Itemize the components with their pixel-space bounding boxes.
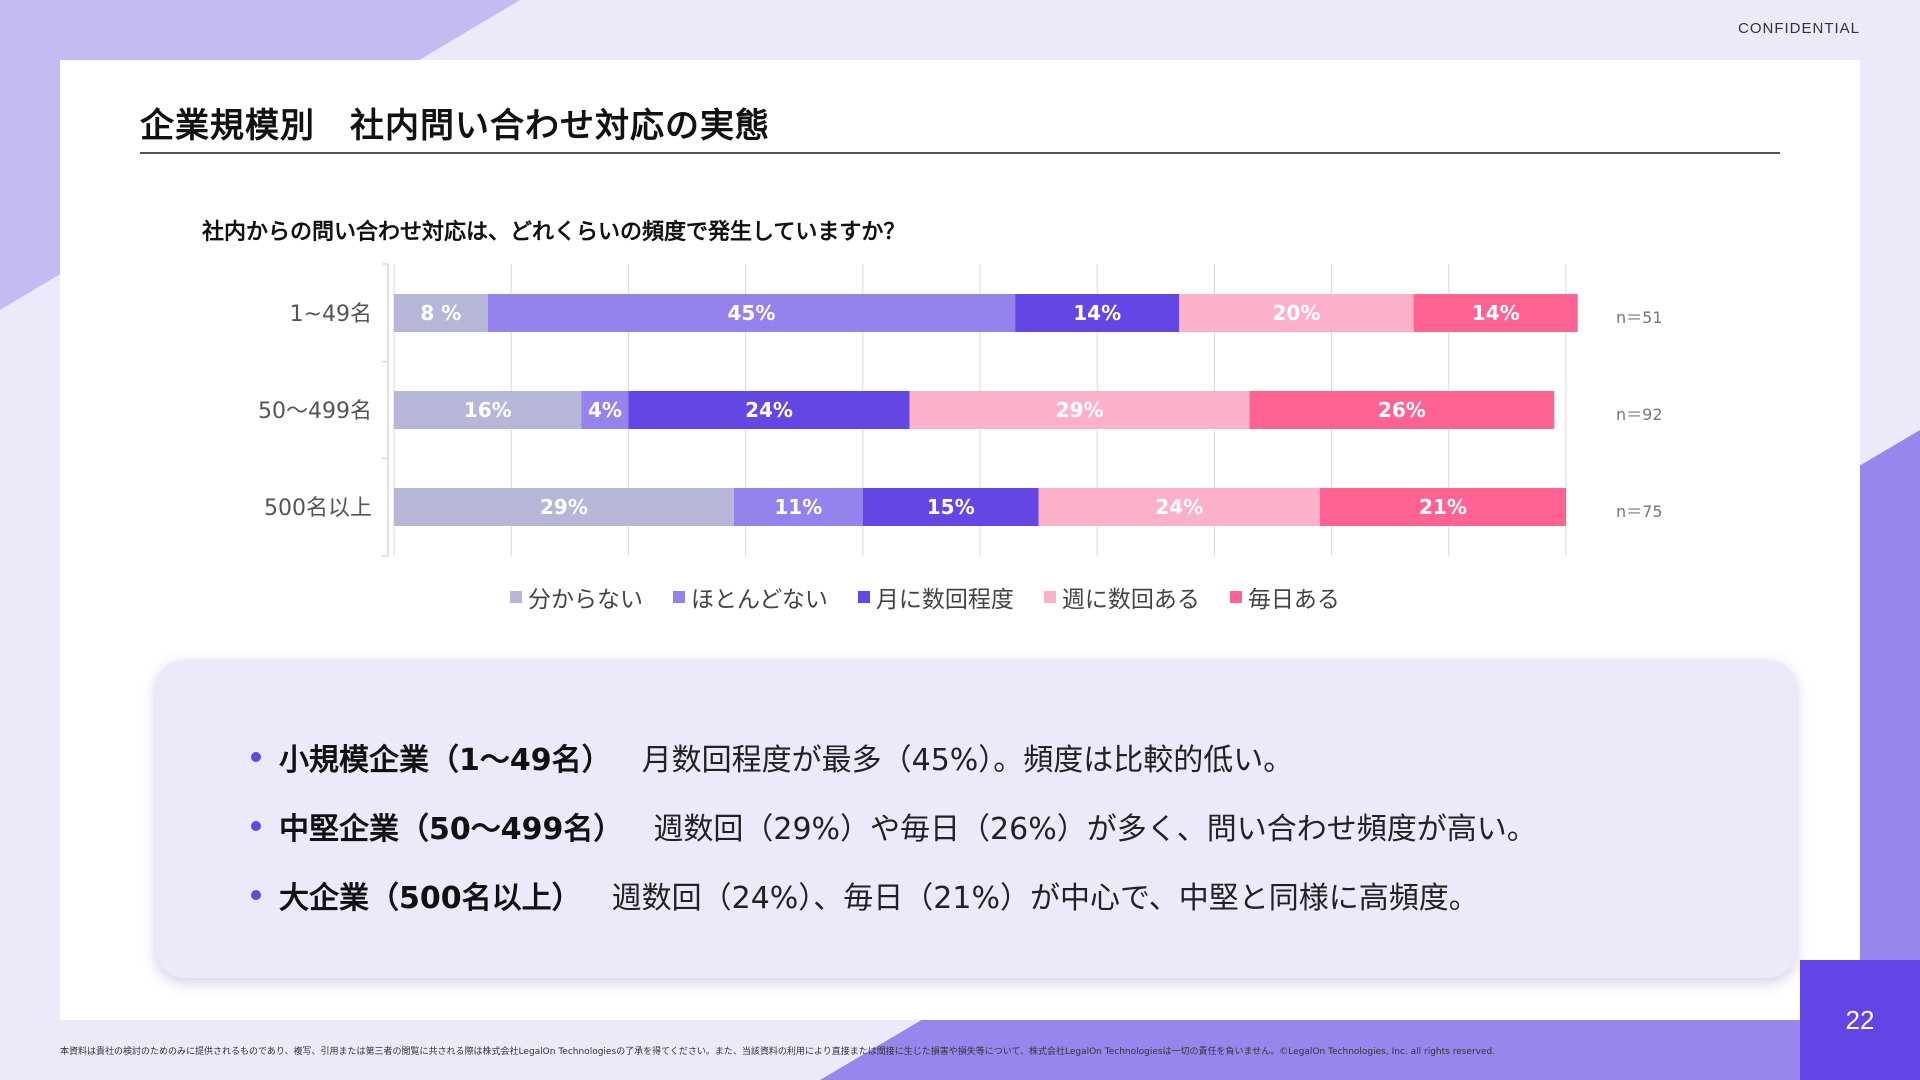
bar-segment: [1179, 294, 1414, 332]
data-label: 4%: [588, 398, 622, 422]
bar-segment: [394, 488, 734, 526]
legend-label: 週に数回ある: [1061, 587, 1200, 613]
bullet-heading: 中堅企業（50～499名）: [279, 811, 624, 847]
summary-bullets: 小規模企業（1～49名） 月数回程度が最多（45%）。頻度は比較的低い。 中堅企…: [251, 722, 1537, 929]
page-number: 22: [1800, 960, 1920, 1080]
legend-item: 毎日ある: [1229, 580, 1340, 614]
bar-segment: [1038, 488, 1320, 526]
legend-item: 週に数回ある: [1043, 580, 1200, 614]
category-label: 500名以上: [264, 496, 372, 521]
data-label: 8 %: [420, 301, 461, 325]
summary-box: 小規模企業（1～49名） 月数回程度が最多（45%）。頻度は比較的低い。 中堅企…: [156, 660, 1796, 978]
data-label: 26%: [1378, 398, 1426, 422]
legend-item: ほとんどない: [673, 580, 828, 614]
sample-size-label: n＝92: [1616, 405, 1663, 424]
bullet-heading: 大企業（500名以上）: [279, 880, 582, 916]
bar-segment: [487, 294, 1016, 332]
bullet-dot-icon: [251, 751, 261, 762]
bullet-dot-icon: [251, 889, 261, 900]
bar-segment: [862, 488, 1039, 526]
data-label: 24%: [745, 398, 793, 422]
data-label: 11%: [774, 495, 822, 519]
legend-label: 分からない: [528, 587, 643, 613]
data-label: 15%: [927, 495, 975, 519]
legend-swatch: [510, 591, 522, 603]
data-label: 45%: [728, 301, 776, 325]
category-label: 50～499名: [258, 399, 372, 424]
data-label: 16%: [464, 398, 512, 422]
sample-size-label: n＝51: [1616, 308, 1663, 327]
survey-question: 社内からの問い合わせ対応は、どれくらいの頻度で発生していますか？: [202, 220, 906, 245]
bar-segment: [581, 391, 629, 429]
data-label: 20%: [1273, 301, 1321, 325]
disclaimer-text: 本資料は貴社の検討のためのみに提供されるものであり、複写、引用または第三者の閲覧…: [60, 1047, 1496, 1057]
bar-segment: [1413, 294, 1578, 332]
summary-bullet: 大企業（500名以上） 週数回（24%）、毎日（21%）が中心で、中堅と同様に高…: [251, 860, 1537, 929]
bar-segment: [1015, 294, 1180, 332]
data-label: 24%: [1155, 495, 1203, 519]
legend-swatch: [1043, 591, 1056, 603]
category-label: 1~49名: [290, 302, 372, 327]
data-label: 29%: [1056, 398, 1104, 422]
confidential-label: CONFIDENTIAL: [1737, 20, 1860, 37]
page-title: 企業規模別 社内問い合わせ対応の実態: [140, 106, 770, 146]
data-label: 14%: [1472, 301, 1520, 325]
bar-segment: [1249, 391, 1555, 429]
bar-segment: [628, 391, 910, 429]
data-label: 14%: [1073, 301, 1121, 325]
legend-label: ほとんどない: [691, 587, 828, 613]
legend-label: 月に数回程度: [875, 587, 1014, 613]
slide-card: 企業規模別 社内問い合わせ対応の実態 社内からの問い合わせ対応は、どれくらいの頻…: [60, 60, 1860, 1020]
bullet-text: 週数回（24%）、毎日（21%）が中心で、中堅と同様に高頻度。: [611, 880, 1479, 916]
bar-segment: [909, 391, 1250, 429]
bullet-heading: 小規模企業（1～49名）: [279, 742, 612, 778]
bar-segment: [733, 488, 863, 526]
chart-legend: 分からない ほとんどない 月に数回程度 週に数回ある 毎日ある: [510, 580, 1340, 614]
legend-label: 毎日ある: [1247, 587, 1340, 613]
bullet-text: 月数回程度が最多（45%）。頻度は比較的低い。: [641, 742, 1294, 778]
sample-size-label: n＝75: [1616, 502, 1663, 521]
data-label: 21%: [1419, 495, 1467, 519]
summary-bullet: 小規模企業（1～49名） 月数回程度が最多（45%）。頻度は比較的低い。: [251, 722, 1537, 791]
legend-swatch: [1229, 591, 1242, 603]
bullet-text: 週数回（29%）や毎日（26%）が多く、問い合わせ頻度が高い。: [653, 811, 1537, 847]
legend-item: 月に数回程度: [857, 580, 1014, 614]
data-label: 29%: [540, 495, 588, 519]
legend-swatch: [857, 591, 870, 603]
bar-segment: [394, 391, 582, 429]
bullet-dot-icon: [251, 820, 261, 831]
bar-segment: [1319, 488, 1566, 526]
stacked-bar-chart: 1~49名 8 % 45% 14% 20% 14% n＝51 50～499名 16% 4% 24% 2…: [258, 263, 1663, 557]
title-divider: [140, 152, 1780, 154]
legend-item: 分からない: [510, 580, 643, 614]
legend-swatch: [673, 591, 685, 603]
bar-segment: [394, 294, 488, 332]
summary-bullet: 中堅企業（50～499名） 週数回（29%）や毎日（26%）が多く、問い合わせ頻…: [251, 791, 1537, 860]
